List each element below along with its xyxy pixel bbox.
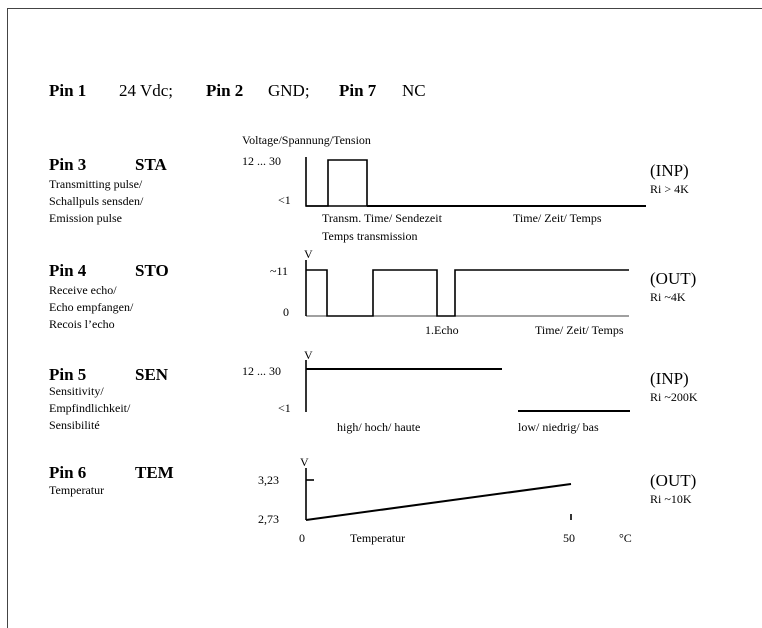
pin4-desc-line: Recois l’echo [49, 317, 115, 331]
pin1-label: Pin 1 [49, 81, 87, 100]
pin3-y-high-label: 12 ... 30 [242, 154, 281, 168]
pin5-desc-line: Empfindlichkeit/ [49, 401, 131, 415]
pin4-signal: STO [135, 261, 169, 280]
pin6-description: Temperatur [49, 482, 104, 499]
pin4-unit-label: V [304, 247, 313, 261]
pin6-label: Pin 6 [49, 463, 87, 482]
pin4-description: Receive echo/ Echo empfangen/ Recois l’e… [49, 282, 133, 333]
pin6-x-label-fifty: 50 [563, 531, 575, 545]
pin4-ri: Ri ~4K [650, 290, 686, 304]
pin6-unit-label: V [300, 455, 309, 469]
pin6-signal: TEM [135, 463, 174, 482]
pin6-ramp [305, 483, 572, 521]
pin6-y-high-label: 3,23 [258, 473, 279, 487]
pin5-y-low-label: <1 [278, 401, 291, 415]
pin5-signal: SEN [135, 365, 169, 384]
pin5-description: Sensitivity/ Empfindlichkeit/ Sensibilit… [49, 383, 130, 434]
pin4-waveform [306, 269, 629, 317]
pin6-x-label-unit: °C [619, 531, 632, 545]
pin5-direction: (INP) [650, 369, 689, 388]
pin5-unit-label: V [304, 348, 313, 362]
pin5-x-label-low: low/ niedrig/ bas [518, 420, 599, 434]
pin4-label: Pin 4 [49, 261, 87, 280]
pin3-ri: Ri > 4K [650, 182, 689, 196]
pin4-y-high-label: ~11 [270, 264, 289, 278]
pin3-x-label-transm: Transm. Time/ Sendezeit [322, 211, 442, 225]
pin7-value: NC [402, 81, 426, 100]
pin2-label: Pin 2 [206, 81, 244, 100]
pin6-desc-line: Temperatur [49, 483, 105, 497]
pin3-direction: (INP) [650, 161, 689, 180]
pin4-x-label-echo: 1.Echo [425, 323, 459, 337]
pin4-y-low-label: 0 [283, 305, 289, 319]
pin4-desc-line: Receive echo/ [49, 283, 117, 297]
pin6-direction: (OUT) [650, 471, 697, 490]
pin3-desc-line: Emission pulse [49, 211, 123, 225]
pin3-desc-line: Schallpuls sensden/ [49, 194, 144, 208]
pin3-signal: STA [135, 155, 167, 174]
pin4-x-label-time: Time/ Zeit/ Temps [535, 323, 624, 337]
pin1-value: 24 Vdc; [119, 81, 173, 100]
pin3-label: Pin 3 [49, 155, 87, 174]
pin5-desc-line: Sensibilité [49, 418, 100, 432]
page-frame [7, 8, 762, 628]
pin5-x-label-high: high/ hoch/ haute [337, 420, 421, 434]
pin3-x-label-time: Time/ Zeit/ Temps [513, 211, 602, 225]
pin6-x-label-zero: 0 [299, 531, 305, 545]
pin6-ri: Ri ~10K [650, 492, 692, 506]
pin7-label: Pin 7 [339, 81, 377, 100]
pin3-description: Transmitting pulse/ Schallpuls sensden/ … [49, 176, 143, 227]
pin3-x-label-temps: Temps transmission [322, 229, 418, 243]
pin3-axis [305, 157, 646, 207]
pin3-desc-line: Transmitting pulse/ [49, 177, 143, 191]
pin4-direction: (OUT) [650, 269, 697, 288]
voltage-axis-title: Voltage/Spannung/Tension [242, 133, 371, 147]
pin6-y-low-label: 2,73 [258, 512, 279, 526]
pin3-pulse [306, 159, 368, 207]
pin5-y-high-label: 12 ... 30 [242, 364, 281, 378]
pin4-desc-line: Echo empfangen/ [49, 300, 134, 314]
pin6-x-label-temperature: Temperatur [350, 531, 406, 545]
pin2-value: GND; [268, 81, 310, 100]
pin5-label: Pin 5 [49, 365, 87, 384]
pin3-y-low-label: <1 [278, 193, 291, 207]
pin5-desc-line: Sensitivity/ [49, 384, 104, 398]
pin5-ri: Ri ~200K [650, 390, 698, 404]
